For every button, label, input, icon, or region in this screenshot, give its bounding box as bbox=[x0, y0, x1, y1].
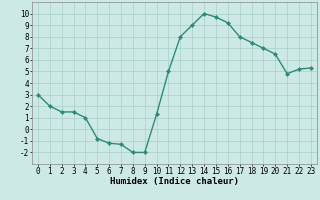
X-axis label: Humidex (Indice chaleur): Humidex (Indice chaleur) bbox=[110, 177, 239, 186]
